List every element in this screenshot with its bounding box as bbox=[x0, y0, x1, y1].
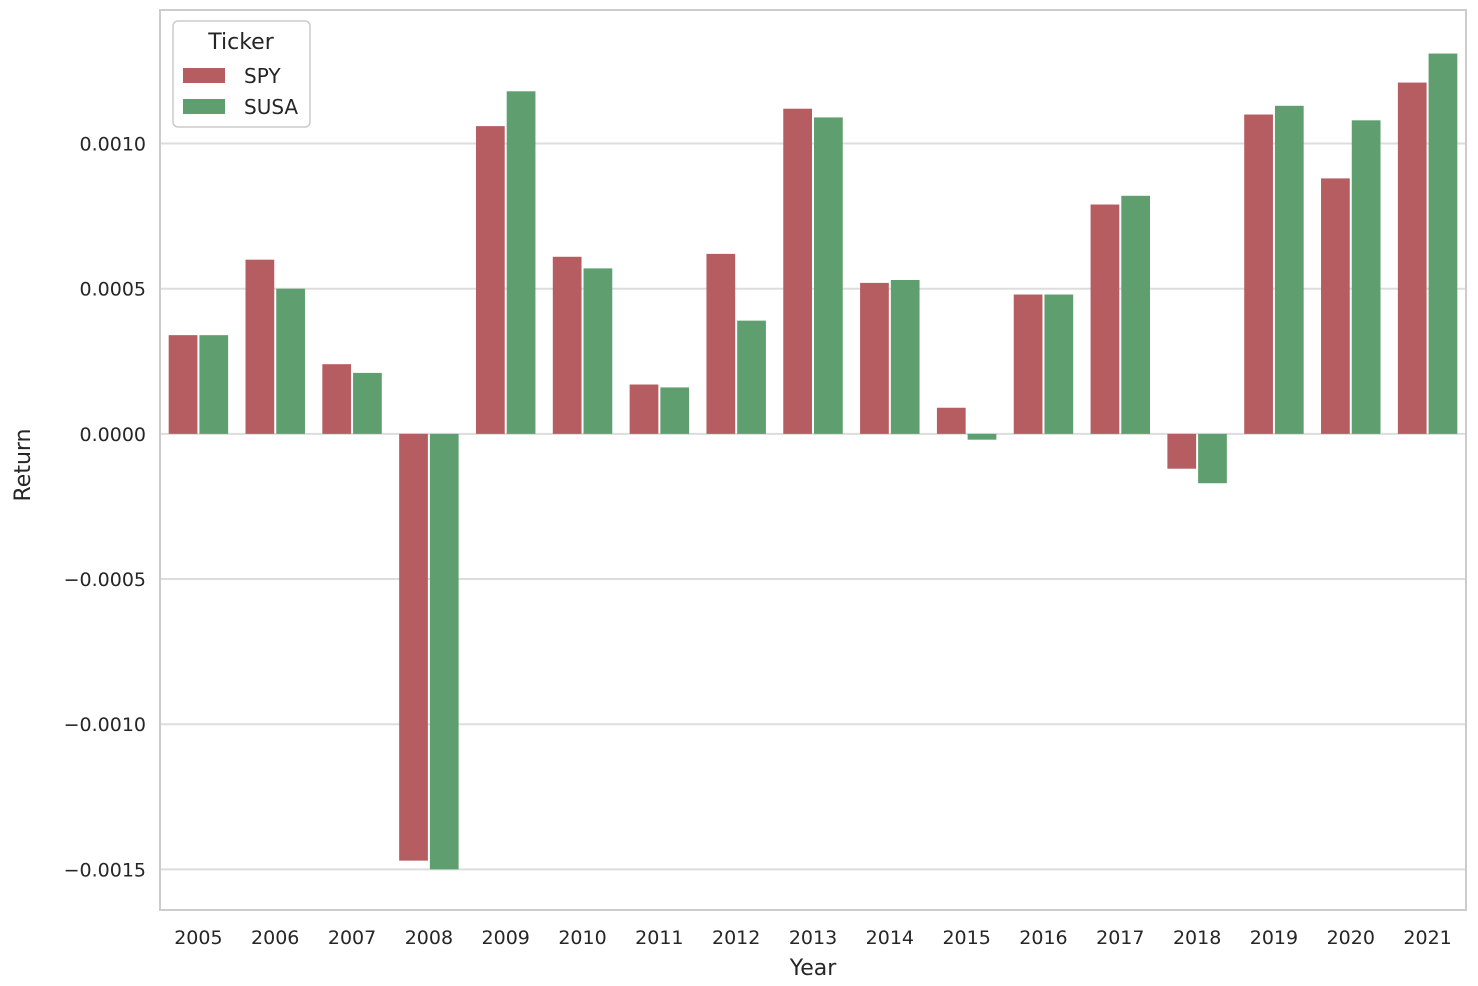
y-axis-ticks: 0.0010 0.0005 0.0000 −0.0005 −0.0010 −0.0015 bbox=[64, 134, 146, 882]
x-tick-label: 2014 bbox=[866, 927, 914, 949]
bar-spy-2011 bbox=[629, 384, 659, 434]
x-axis-ticks: 2005 2006 2007 2008 2009 2010 2011 2012 2013 2014… bbox=[174, 927, 1452, 949]
x-tick-label: 2017 bbox=[1096, 927, 1144, 949]
y-axis-label: Return bbox=[11, 428, 36, 501]
bar-spy-2013 bbox=[783, 108, 812, 434]
x-tick-label: 2020 bbox=[1327, 927, 1375, 949]
x-tick-label: 2013 bbox=[789, 927, 837, 949]
x-tick-label: 2019 bbox=[1250, 927, 1298, 949]
bar-spy-2019 bbox=[1244, 114, 1273, 434]
x-tick-label: 2007 bbox=[328, 927, 376, 949]
bar-susa-2018 bbox=[1198, 433, 1227, 484]
x-tick-label: 2018 bbox=[1173, 927, 1221, 949]
bar-susa-2016 bbox=[1044, 294, 1074, 434]
bar-susa-2014 bbox=[890, 280, 920, 434]
bar-susa-2010 bbox=[583, 268, 613, 434]
bar-spy-2015 bbox=[936, 407, 966, 434]
bar-susa-2009 bbox=[506, 91, 536, 434]
bar-spy-2020 bbox=[1321, 178, 1350, 434]
bar-spy-2016 bbox=[1013, 294, 1043, 434]
bar-spy-2017 bbox=[1090, 204, 1120, 434]
x-tick-label: 2008 bbox=[405, 927, 453, 949]
bar-spy-2018 bbox=[1167, 433, 1197, 469]
x-tick-label: 2015 bbox=[942, 927, 990, 949]
bars bbox=[168, 53, 1458, 870]
bar-spy-2008 bbox=[399, 433, 428, 861]
bar-susa-2019 bbox=[1274, 105, 1304, 434]
bar-spy-2021 bbox=[1397, 82, 1427, 434]
legend: Ticker SPY SUSA bbox=[172, 20, 311, 128]
legend-swatch-spy bbox=[183, 68, 225, 83]
bar-susa-2015 bbox=[967, 433, 997, 440]
x-tick-label: 2006 bbox=[251, 927, 299, 949]
bar-susa-2011 bbox=[660, 387, 690, 434]
y-tick-label: −0.0005 bbox=[64, 569, 146, 591]
y-tick-label: −0.0010 bbox=[64, 714, 146, 736]
bar-susa-2013 bbox=[814, 117, 843, 434]
bar-susa-2021 bbox=[1428, 53, 1458, 434]
bar-spy-2012 bbox=[706, 253, 736, 434]
y-tick-label: 0.0010 bbox=[80, 134, 146, 156]
bar-spy-2014 bbox=[860, 282, 889, 434]
bar-spy-2005 bbox=[168, 335, 198, 434]
x-tick-label: 2021 bbox=[1403, 927, 1451, 949]
bar-spy-2006 bbox=[245, 259, 275, 434]
x-tick-label: 2010 bbox=[558, 927, 606, 949]
bar-susa-2012 bbox=[737, 320, 766, 434]
legend-title: Ticker bbox=[207, 30, 274, 55]
bar-susa-2007 bbox=[353, 372, 382, 434]
bar-spy-2010 bbox=[552, 256, 582, 434]
x-axis-label: Year bbox=[789, 956, 838, 981]
x-tick-label: 2005 bbox=[174, 927, 222, 949]
legend-label-susa: SUSA bbox=[244, 95, 298, 119]
x-tick-label: 2011 bbox=[635, 927, 683, 949]
x-tick-label: 2009 bbox=[482, 927, 530, 949]
y-tick-label: 0.0005 bbox=[80, 279, 146, 301]
bar-susa-2008 bbox=[429, 433, 459, 870]
y-tick-label: −0.0015 bbox=[64, 859, 146, 881]
legend-swatch-susa bbox=[183, 99, 225, 114]
bar-susa-2020 bbox=[1351, 120, 1381, 434]
bar-spy-2007 bbox=[322, 364, 352, 434]
plot-frame bbox=[159, 9, 1467, 911]
bar-susa-2006 bbox=[276, 288, 305, 434]
bar-susa-2005 bbox=[199, 335, 229, 434]
x-tick-label: 2012 bbox=[712, 927, 760, 949]
y-tick-label: 0.0000 bbox=[80, 424, 146, 446]
bar-spy-2009 bbox=[475, 126, 505, 434]
bar-susa-2017 bbox=[1121, 195, 1151, 434]
x-tick-label: 2016 bbox=[1019, 927, 1067, 949]
legend-label-spy: SPY bbox=[244, 64, 281, 88]
